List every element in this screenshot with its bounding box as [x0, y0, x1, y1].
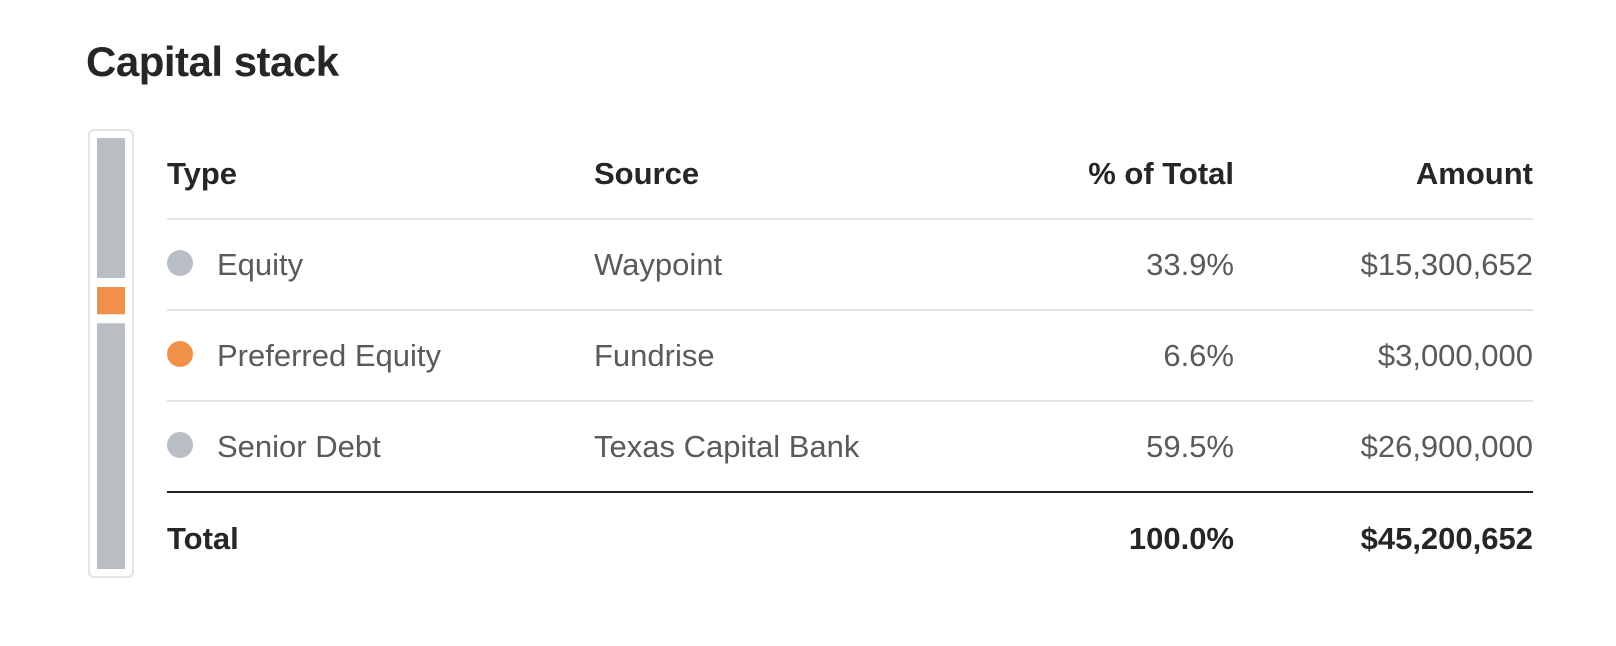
section-title: Capital stack — [86, 38, 339, 85]
source-cell: Waypoint — [594, 219, 944, 311]
type-label: Preferred Equity — [217, 337, 441, 373]
header-row: Type Source% of Total Amount — [167, 129, 1533, 220]
table-row: Senior Debt Texas Capital Bank 59.5% $26,90… — [167, 401, 1533, 493]
percent-cell: 33.9% — [944, 219, 1234, 311]
amount-cell: $15,300,652 — [1234, 219, 1533, 311]
column-header: % of Total — [944, 129, 1234, 220]
total-row: Total 100.0% $45,200,652 — [167, 492, 1533, 585]
table-body: Equity Waypoint 33.9% $15,300,652 Preferred … — [167, 219, 1533, 585]
stack-segment — [97, 323, 125, 569]
legend-dot — [167, 341, 193, 368]
capital-stack-bar — [88, 129, 134, 578]
type-label: Senior Debt — [217, 428, 381, 464]
column-header: Source — [594, 129, 944, 220]
legend-dot — [167, 250, 193, 277]
table-row: Equity Waypoint 33.9% $15,300,652 — [167, 219, 1533, 311]
stack-segment — [97, 287, 125, 315]
empty-cell — [594, 492, 944, 585]
legend-dot — [167, 432, 193, 459]
source-cell: Fundrise — [594, 310, 944, 402]
type-label: Equity — [217, 246, 304, 282]
source-cell: Texas Capital Bank — [594, 401, 944, 493]
stack-segment — [97, 138, 125, 279]
type-cell: Senior Debt — [167, 401, 594, 493]
type-cell: Preferred Equity — [167, 310, 594, 402]
total-amount: $45,200,652 — [1360, 521, 1533, 556]
amount-cell: $26,900,000 — [1234, 401, 1533, 493]
type-cell: Equity — [167, 219, 594, 311]
total-label: Total — [167, 521, 239, 556]
percent-cell: 59.5% — [944, 401, 1234, 493]
table-row: Preferred Equity Fundrise 6.6% $3,000,000 — [167, 310, 1533, 402]
capital-table: Type Source% of Total Amount Equity Waypoin… — [167, 129, 1533, 585]
amount-cell: $3,000,000 — [1234, 310, 1533, 402]
percent-cell: 6.6% — [944, 310, 1234, 402]
column-header: Type — [167, 129, 594, 220]
total-percent: 100.0% — [1128, 521, 1234, 556]
column-header: Amount — [1234, 129, 1533, 220]
